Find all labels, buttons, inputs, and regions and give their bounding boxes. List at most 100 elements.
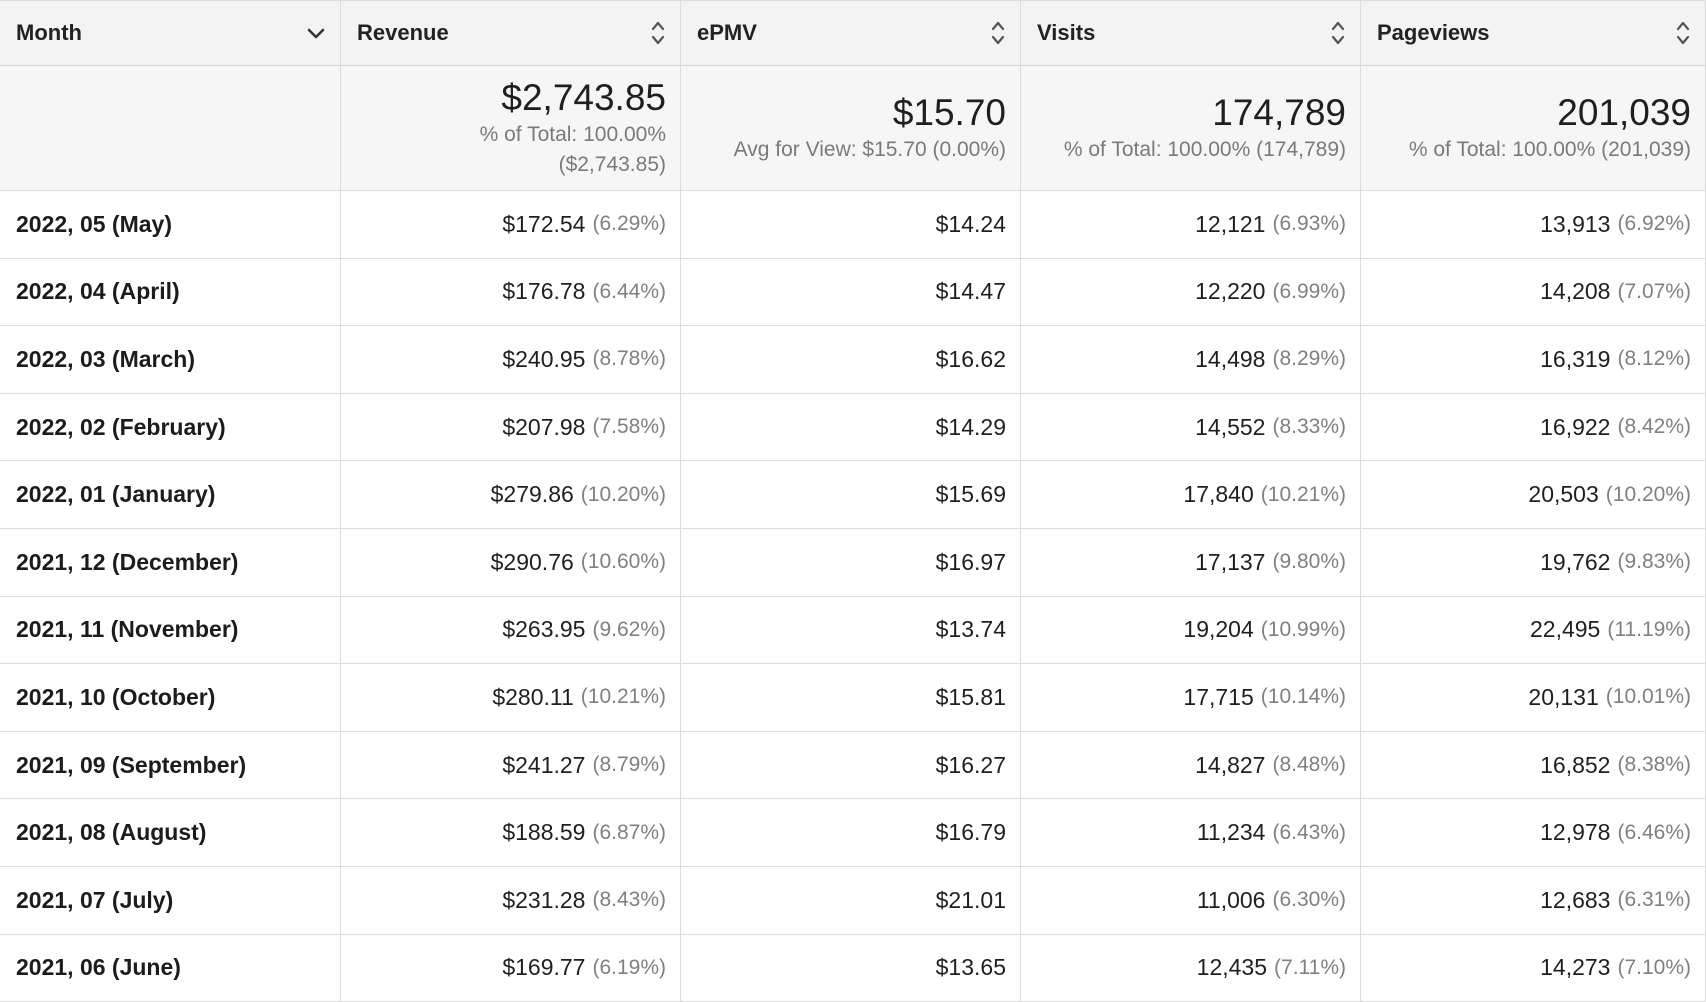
table-row-epmv: $13.65 <box>681 934 1021 1002</box>
revenue-percent: (6.19%) <box>592 955 666 979</box>
column-header-month[interactable]: Month <box>0 0 341 66</box>
epmv-value: $13.65 <box>935 954 1006 981</box>
table-row-month[interactable]: 2021, 12 (December) <box>0 528 341 597</box>
table-row-epmv: $14.24 <box>681 191 1021 259</box>
pageviews-value: 16,319 <box>1540 345 1611 372</box>
table-row-revenue: $207.98 (7.58%) <box>341 393 681 462</box>
pageviews-value: 12,683 <box>1540 886 1611 913</box>
sort-arrows-icon[interactable] <box>990 19 1006 47</box>
visits-value: 12,121 <box>1195 210 1266 237</box>
table-row-pageviews: 12,978 (6.46%) <box>1361 799 1706 867</box>
revenue-value: $169.77 <box>502 954 586 981</box>
revenue-percent: (8.79%) <box>592 753 666 777</box>
table-row-month[interactable]: 2021, 10 (October) <box>0 664 341 732</box>
revenue-value: $240.95 <box>502 345 586 372</box>
revenue-value: $188.59 <box>502 819 586 846</box>
column-header-label: Pageviews <box>1377 20 1490 45</box>
table-row-visits: 19,204 (10.99%) <box>1021 596 1361 665</box>
visits-percent: (10.99%) <box>1260 617 1346 641</box>
sort-arrows-icon[interactable] <box>650 19 666 47</box>
pageviews-percent: (9.83%) <box>1617 550 1691 574</box>
visits-value: 17,840 <box>1183 481 1254 508</box>
table-row-revenue: $176.78 (6.44%) <box>341 258 681 327</box>
table-row-revenue: $280.11 (10.21%) <box>341 664 681 732</box>
total-percent: % of Total: 100.00% (174,789) <box>1063 138 1346 161</box>
pageviews-percent: (10.01%) <box>1605 685 1691 709</box>
epmv-value: $16.79 <box>935 819 1006 846</box>
pageviews-value: 19,762 <box>1540 548 1611 575</box>
table-row-month[interactable]: 2022, 03 (March) <box>0 326 341 394</box>
table-row-epmv: $13.74 <box>681 596 1021 665</box>
epmv-value: $21.01 <box>935 886 1006 913</box>
table-row-pageviews: 12,683 (6.31%) <box>1361 866 1706 935</box>
revenue-percent: (10.20%) <box>580 482 666 506</box>
table-row-pageviews: 16,319 (8.12%) <box>1361 326 1706 394</box>
pageviews-value: 12,978 <box>1540 819 1611 846</box>
epmv-value: $14.47 <box>935 278 1006 305</box>
pageviews-percent: (8.42%) <box>1617 415 1691 439</box>
sort-arrows-icon[interactable] <box>1330 19 1346 47</box>
column-header-pageviews[interactable]: Pageviews <box>1361 0 1706 66</box>
table-row-revenue: $172.54 (6.29%) <box>341 191 681 259</box>
pageviews-value: 13,913 <box>1540 210 1611 237</box>
table-row-visits: 17,715 (10.14%) <box>1021 664 1361 732</box>
column-header-label: Visits <box>1037 20 1096 45</box>
revenue-percent: (6.87%) <box>592 820 666 844</box>
table-row-month[interactable]: 2021, 08 (August) <box>0 799 341 867</box>
column-header-label: Revenue <box>357 20 449 45</box>
pageviews-percent: (6.92%) <box>1617 212 1691 236</box>
table-row-epmv: $14.47 <box>681 258 1021 327</box>
sort-arrows-icon[interactable] <box>1675 19 1691 47</box>
visits-percent: (9.80%) <box>1272 550 1346 574</box>
table-row-pageviews: 20,503 (10.20%) <box>1361 461 1706 529</box>
visits-value: 11,006 <box>1196 886 1266 913</box>
table-row-pageviews: 14,273 (7.10%) <box>1361 934 1706 1002</box>
table-row-month[interactable]: 2021, 06 (June) <box>0 934 341 1002</box>
visits-percent: (8.29%) <box>1272 347 1346 371</box>
table-row-month[interactable]: 2021, 09 (September) <box>0 731 341 800</box>
revenue-percent: (10.21%) <box>580 685 666 709</box>
table-row-epmv: $15.81 <box>681 664 1021 732</box>
table-row-month[interactable]: 2021, 07 (July) <box>0 866 341 935</box>
table-row-visits: 11,234 (6.43%) <box>1021 799 1361 867</box>
epmv-value: $14.24 <box>935 210 1006 237</box>
table-row-pageviews: 16,922 (8.42%) <box>1361 393 1706 462</box>
revenue-value: $290.76 <box>490 548 574 575</box>
totals-visits-cell: 174,789 % of Total: 100.00% (174,789) <box>1021 66 1361 191</box>
visits-percent: (6.30%) <box>1272 888 1346 912</box>
epmv-value: $16.97 <box>935 548 1006 575</box>
table-row-month[interactable]: 2022, 01 (January) <box>0 461 341 529</box>
table-row-revenue: $240.95 (8.78%) <box>341 326 681 394</box>
revenue-value: $279.86 <box>490 481 574 508</box>
pageviews-value: 20,131 <box>1528 683 1599 710</box>
table-row-revenue: $188.59 (6.87%) <box>341 799 681 867</box>
pageviews-value: 20,503 <box>1528 481 1599 508</box>
totals-epmv-cell: $15.70 Avg for View: $15.70 (0.00%) <box>681 66 1021 191</box>
table-row-epmv: $16.97 <box>681 528 1021 597</box>
table-row-epmv: $16.62 <box>681 326 1021 394</box>
column-header-visits[interactable]: Visits <box>1021 0 1361 66</box>
visits-value: 17,137 <box>1195 548 1266 575</box>
visits-value: 11,234 <box>1196 819 1266 846</box>
visits-value: 12,220 <box>1195 278 1266 305</box>
table-row-pageviews: 20,131 (10.01%) <box>1361 664 1706 732</box>
epmv-value: $16.62 <box>935 345 1006 372</box>
revenue-value: $280.11 <box>492 683 574 710</box>
revenue-value: $241.27 <box>502 751 586 778</box>
visits-percent: (6.99%) <box>1272 279 1346 303</box>
column-header-revenue[interactable]: Revenue <box>341 0 681 66</box>
table-row-month[interactable]: 2022, 02 (February) <box>0 393 341 462</box>
table-row-epmv: $21.01 <box>681 866 1021 935</box>
pageviews-percent: (8.12%) <box>1617 347 1691 371</box>
table-row-month[interactable]: 2022, 05 (May) <box>0 191 341 259</box>
table-row-month[interactable]: 2022, 04 (April) <box>0 258 341 327</box>
table-row-visits: 14,498 (8.29%) <box>1021 326 1361 394</box>
table-row-month[interactable]: 2021, 11 (November) <box>0 596 341 665</box>
total-percent: % of Total: 100.00% (201,039) <box>1408 138 1691 161</box>
pageviews-value: 16,852 <box>1540 751 1611 778</box>
table-row-visits: 12,220 (6.99%) <box>1021 258 1361 327</box>
column-header-epmv[interactable]: ePMV <box>681 0 1021 66</box>
epmv-value: $15.69 <box>935 481 1006 508</box>
chevron-down-icon[interactable] <box>306 26 326 40</box>
